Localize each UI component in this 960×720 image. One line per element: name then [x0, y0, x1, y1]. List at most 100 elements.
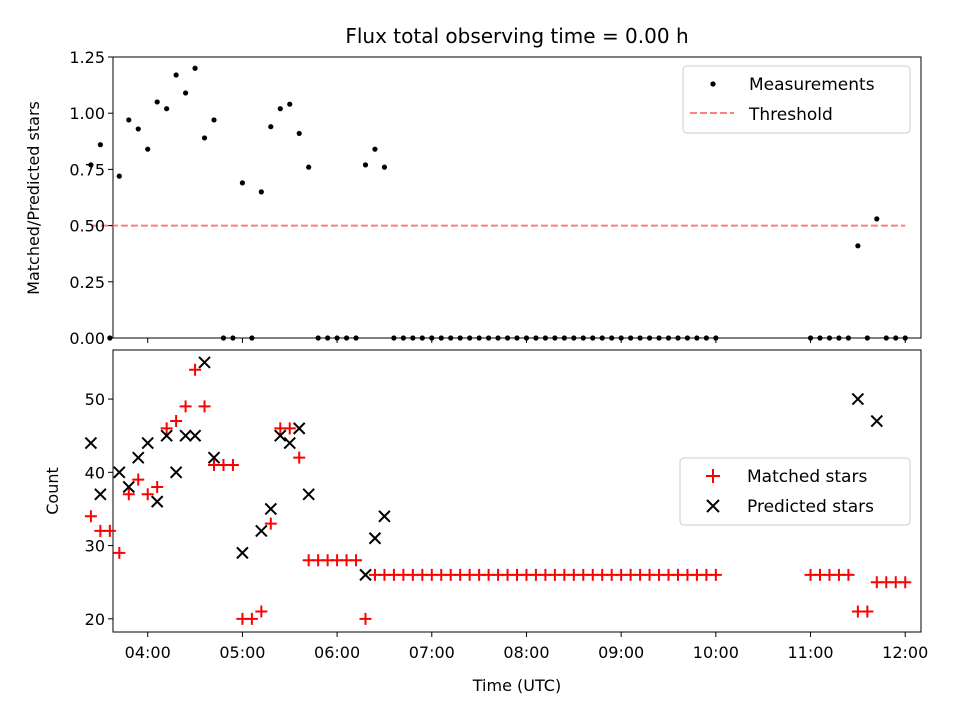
measurements-point — [277, 106, 283, 112]
legend-threshold-label: Threshold — [748, 105, 833, 125]
bottom-y-tick-label: 30 — [85, 537, 105, 556]
top-y-tick-label: 0.00 — [69, 329, 105, 348]
measurements-point — [419, 335, 425, 341]
measurements-point — [239, 180, 246, 186]
bottom-y-tick-label: 40 — [85, 463, 105, 482]
measurements-point — [855, 243, 861, 249]
top-y-tick-label: 1.25 — [69, 48, 105, 67]
measurements-point — [164, 106, 170, 112]
measurements-point — [343, 335, 350, 341]
predicted-stars-point — [141, 436, 154, 450]
matched-stars-point — [842, 568, 855, 581]
measurements-point — [325, 335, 331, 341]
measurements-point — [306, 164, 312, 170]
measurements-point — [400, 335, 406, 341]
measurements-point — [514, 335, 520, 341]
measurements-point — [457, 335, 463, 341]
measurements-point — [372, 146, 378, 152]
measurements-point — [145, 146, 151, 152]
measurements-point — [684, 335, 691, 341]
x-tick-label: 07:00 — [409, 643, 455, 662]
measurements-point — [646, 335, 653, 341]
predicted-stars-point — [293, 422, 306, 435]
x-tick-label: 06:00 — [314, 643, 360, 662]
measurements-point — [845, 335, 852, 341]
matched-stars-point — [293, 451, 306, 464]
predicted-stars-point — [378, 510, 391, 523]
measurements-point — [504, 335, 511, 341]
measurements-point — [694, 335, 700, 341]
matched-stars-point — [255, 605, 268, 618]
measurements-point — [665, 335, 672, 341]
predicted-stars-point — [113, 466, 126, 479]
top-legend: Measurements Threshold — [682, 65, 911, 134]
measurements-point — [609, 335, 615, 341]
matched-stars-point — [350, 554, 363, 567]
bottom-legend: Matched stars Predicted stars — [679, 457, 911, 526]
measurements-point — [836, 335, 842, 341]
top-panel: 0.00 0.25 0.50 0.75 1.00 1.25 Matched/Predict… — [24, 48, 922, 348]
predicted-stars-point — [169, 466, 183, 479]
predicted-stars-point — [160, 429, 173, 442]
predicted-stars-point — [122, 480, 135, 494]
measurements-point — [817, 335, 823, 341]
matched-stars-point — [226, 458, 239, 471]
measurements-point — [220, 335, 227, 341]
matched-stars-point — [113, 546, 126, 559]
matched-stars-point — [151, 480, 164, 493]
measurements-point — [874, 216, 880, 222]
x-tick-label: 12:00 — [882, 643, 928, 662]
legend-measurements-marker — [710, 81, 716, 87]
matched-stars-point — [283, 422, 296, 435]
measurements-point — [154, 99, 160, 105]
measurements-point — [258, 189, 264, 195]
measurements-point — [287, 101, 293, 107]
measurements-point — [561, 335, 567, 341]
x-tick-label: 09:00 — [598, 643, 644, 662]
predicted-stars-point — [94, 488, 107, 501]
matched-stars-point — [861, 605, 874, 618]
measurements-point — [485, 335, 492, 341]
measurements-point — [315, 335, 321, 341]
measurements-point — [116, 173, 122, 179]
predicted-stars-point — [870, 414, 884, 428]
predicted-stars-point — [359, 568, 372, 582]
matched-stars-point — [132, 473, 145, 486]
measurements-point — [249, 335, 255, 341]
measurements-point — [542, 335, 549, 341]
top-y-axis-label: Matched/Predicted stars — [24, 101, 43, 295]
bottom-panel: 04:00 05:00 06:00 07:00 08:00 09:00 10:00 11:00… — [43, 349, 928, 695]
measurements-point — [826, 335, 833, 341]
predicted-stars-point — [368, 532, 382, 545]
legend-measurements-label: Measurements — [749, 75, 875, 95]
top-y-tick-label: 0.50 — [69, 217, 105, 236]
predicted-stars-point — [264, 502, 278, 516]
bottom-plot-frame — [112, 349, 922, 633]
legend-matched-marker — [706, 469, 720, 483]
measurements-point — [590, 335, 596, 341]
predicted-stars-point — [283, 436, 296, 450]
measurements-point — [533, 335, 539, 341]
bottom-y-axis-label: Count — [43, 467, 62, 515]
measurements-point — [173, 72, 179, 78]
measurements-point — [192, 65, 198, 71]
measurements-point — [467, 335, 473, 341]
predicted-stars-point — [132, 451, 145, 464]
measurements-point — [381, 164, 388, 170]
x-tick-label: 05:00 — [219, 643, 265, 662]
measurements-point — [296, 130, 302, 137]
measurements-point — [230, 335, 236, 341]
measurements-point — [438, 335, 444, 341]
measurements-point — [883, 335, 889, 341]
predicted-stars-point — [207, 451, 221, 464]
legend-predicted-marker — [706, 499, 720, 513]
measurements-point — [268, 124, 274, 130]
x-tick-label: 10:00 — [693, 643, 739, 662]
measurements-point — [552, 335, 558, 341]
x-axis-label: Time (UTC) — [472, 676, 561, 695]
measurements-point — [211, 117, 217, 123]
measurements-point — [580, 335, 586, 341]
matched-stars-point — [179, 400, 192, 413]
predicted-stars-point — [851, 392, 865, 406]
predicted-stars-point — [150, 495, 164, 508]
